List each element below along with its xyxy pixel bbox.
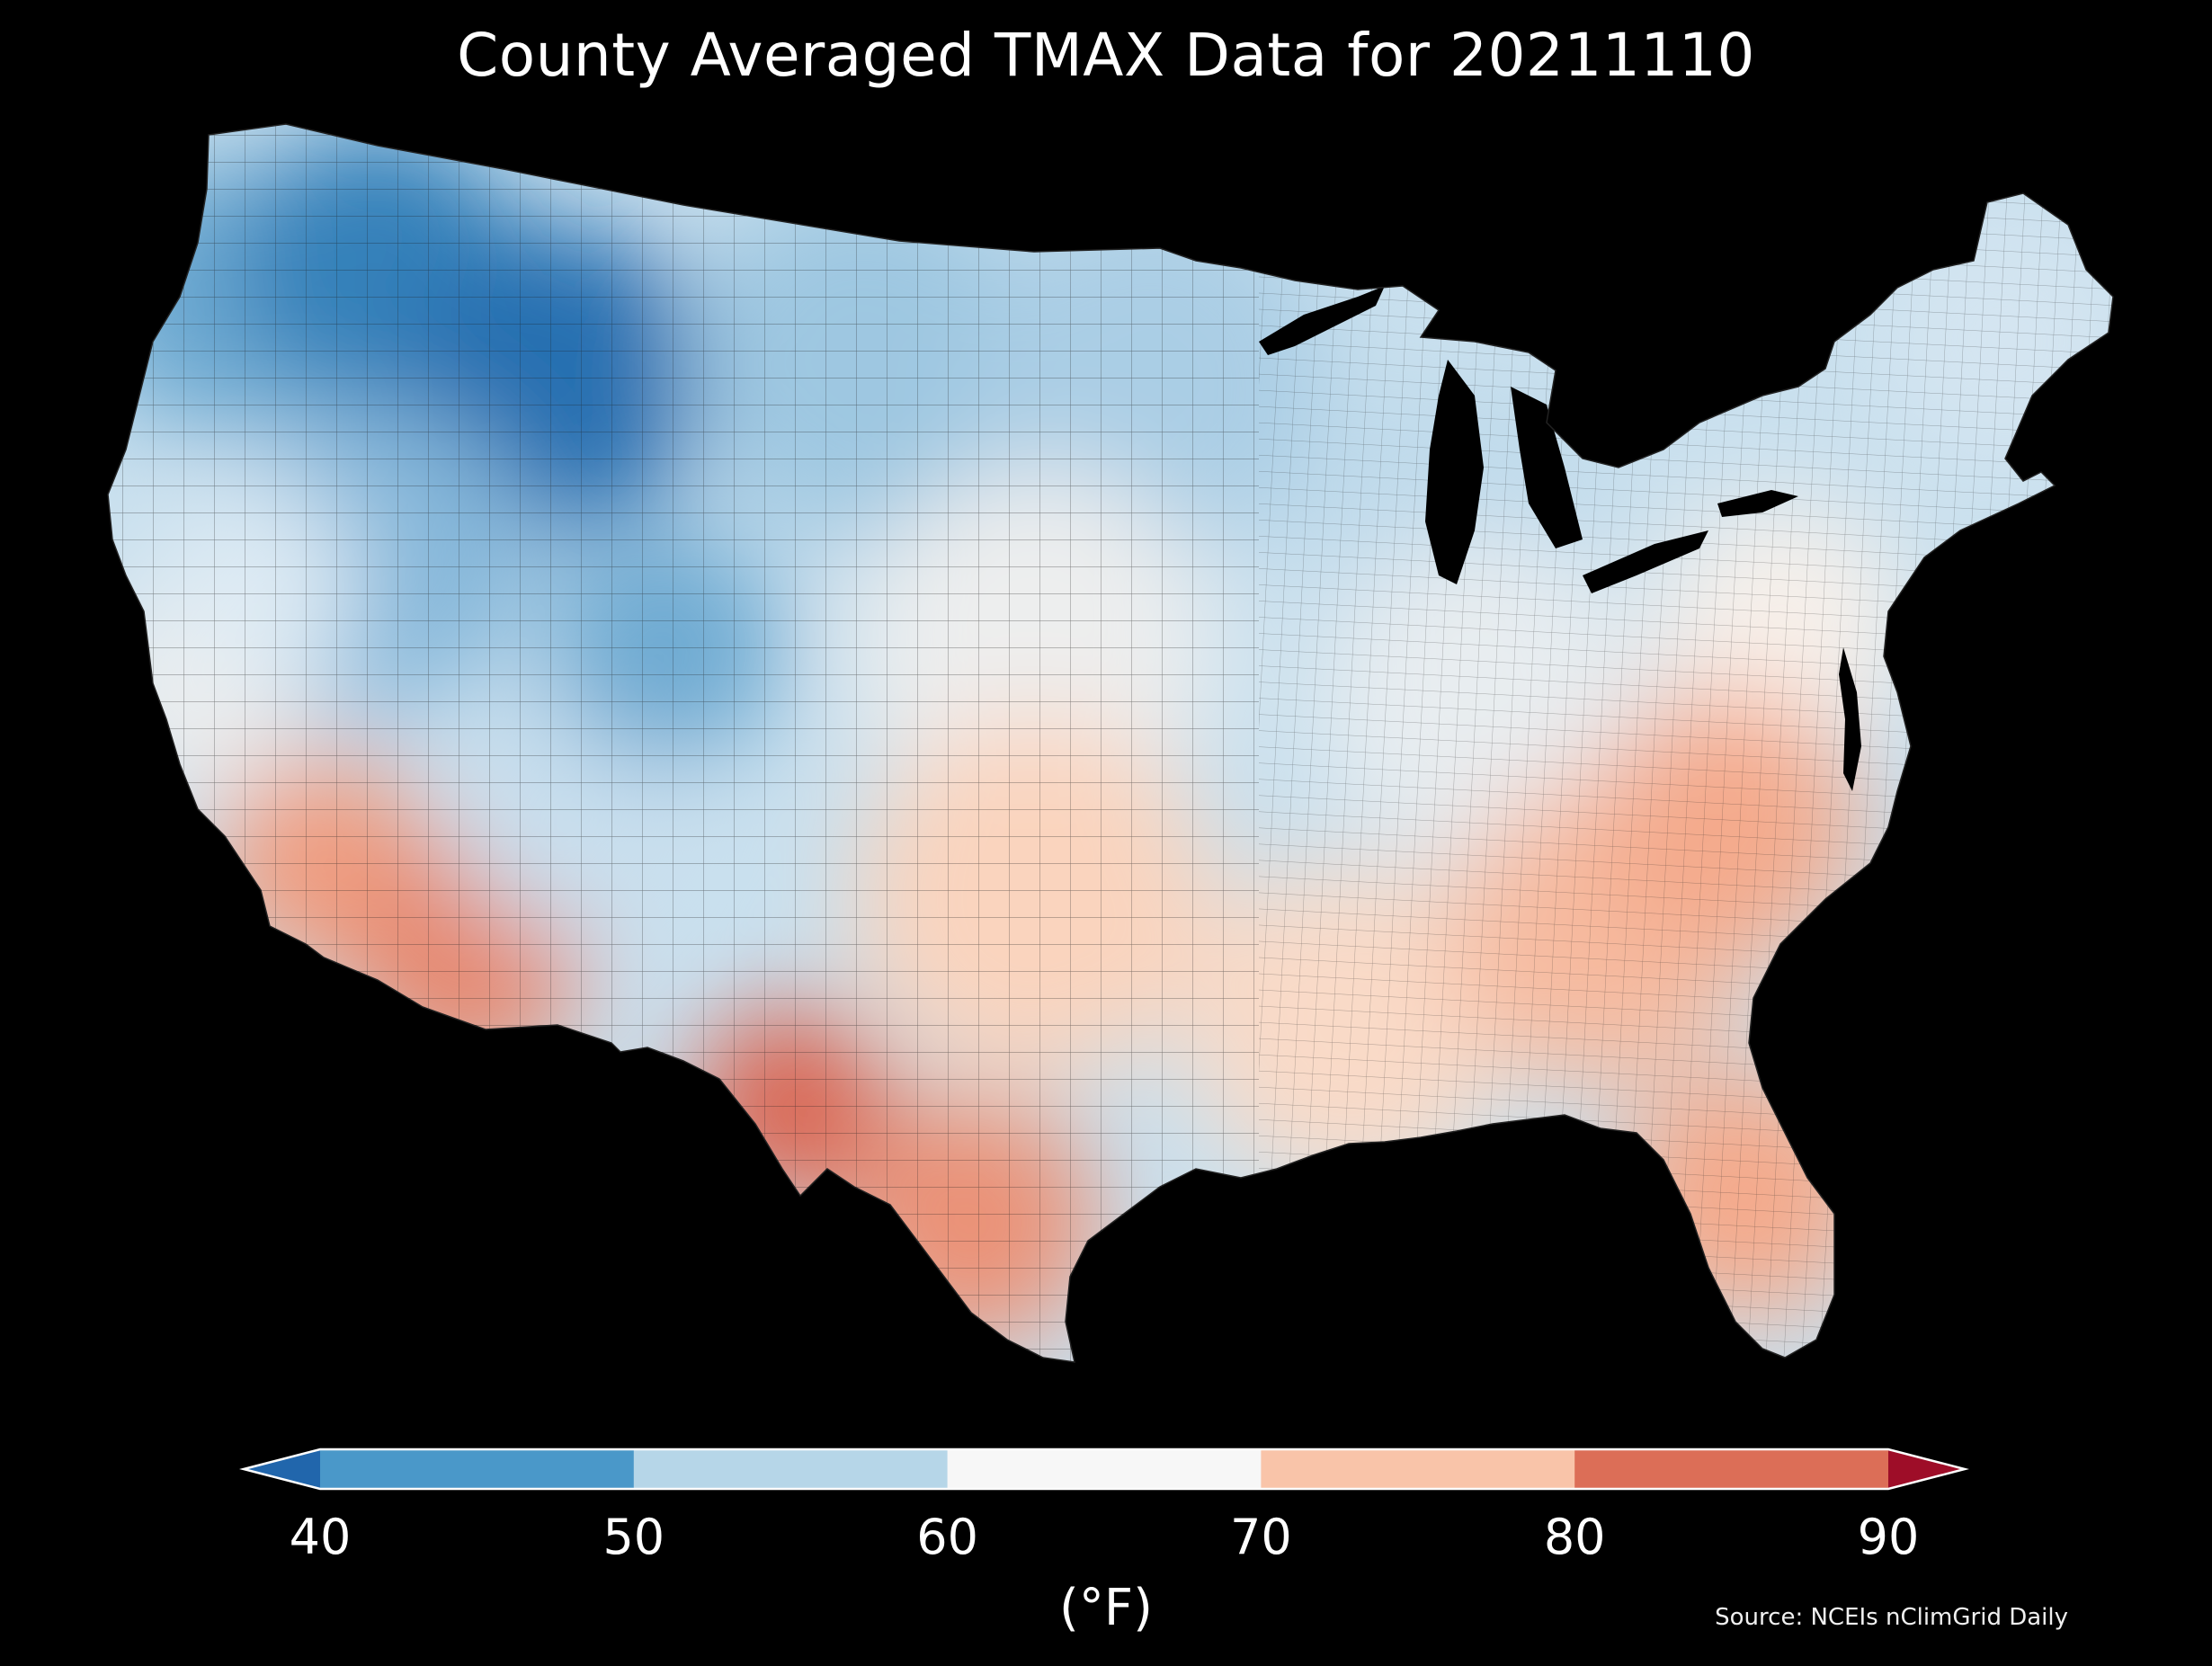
colorbar-tick-label: 80 bbox=[1543, 1509, 1606, 1565]
colorbar-segment bbox=[320, 1449, 635, 1489]
colorbar-tick-label: 70 bbox=[1230, 1509, 1292, 1565]
colorbar-tick-label: 50 bbox=[602, 1509, 665, 1565]
colorbar-tick-label: 40 bbox=[289, 1509, 352, 1565]
colorbar-segment bbox=[947, 1449, 1262, 1489]
lake-ontario bbox=[1717, 490, 1798, 517]
map-title: County Averaged TMAX Data for 20211110 bbox=[457, 21, 1755, 90]
source-credit: Source: NCEIs nClimGrid Daily bbox=[1715, 1604, 2068, 1631]
colorbar-under-arrow bbox=[244, 1449, 320, 1489]
colorbar-tick-label: 90 bbox=[1857, 1509, 1920, 1565]
colorbar-outline bbox=[239, 1448, 1969, 1491]
colorbar-tick-label: 60 bbox=[916, 1509, 978, 1565]
great-lakes bbox=[1259, 286, 1861, 791]
colorbar-segment bbox=[1574, 1449, 1889, 1489]
lake-erie bbox=[1583, 530, 1708, 593]
lake-superior bbox=[1259, 286, 1385, 355]
colorbar-segment bbox=[633, 1449, 949, 1489]
colorbar-over-arrow bbox=[1888, 1449, 1965, 1489]
colorbar-units-label: (°F) bbox=[1059, 1579, 1153, 1637]
lake-huron bbox=[1511, 387, 1583, 548]
colorbar-segment bbox=[1261, 1449, 1575, 1489]
us-outline bbox=[107, 123, 2114, 1363]
lake-michigan bbox=[1425, 360, 1484, 584]
chesapeake-bay bbox=[1839, 647, 1861, 791]
